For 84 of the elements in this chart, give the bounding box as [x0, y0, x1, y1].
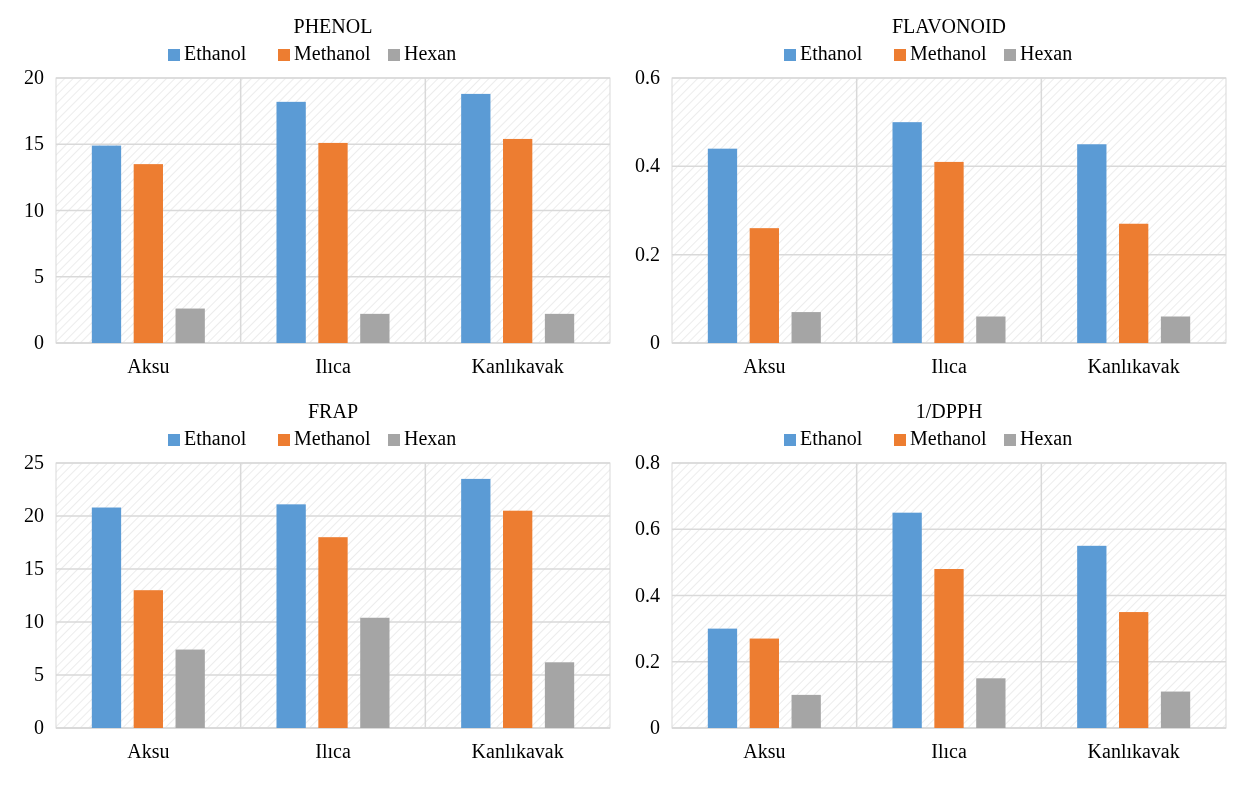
- y-tick-label: 0.8: [635, 451, 660, 473]
- y-tick-label: 20: [24, 66, 44, 88]
- legend-label: Hexan: [404, 42, 457, 64]
- bar: [749, 638, 779, 728]
- y-tick-label: 15: [24, 557, 44, 579]
- y-tick-label: 0.4: [635, 583, 660, 606]
- bar: [707, 628, 738, 728]
- bar: [461, 93, 491, 343]
- y-tick-label: 0.2: [635, 649, 660, 672]
- y-tick-label: 0.2: [635, 242, 660, 265]
- legend-label: Methanol: [910, 42, 988, 64]
- bar: [934, 161, 964, 343]
- y-tick-label: 0: [34, 331, 44, 353]
- bar: [1077, 144, 1107, 343]
- legend-label: Ethanol: [800, 42, 863, 64]
- y-tick-label: 0: [650, 716, 660, 738]
- x-tick-label: Ilıca: [315, 355, 351, 377]
- bar: [91, 507, 122, 728]
- bar: [976, 316, 1006, 343]
- legend-label: Methanol: [294, 427, 372, 449]
- chart-title: PHENOL: [293, 15, 373, 37]
- legend-label: Hexan: [1020, 427, 1073, 449]
- chart-title: FRAP: [307, 400, 359, 422]
- bar: [749, 228, 779, 343]
- x-tick-label: Aksu: [127, 740, 170, 762]
- bar: [175, 308, 205, 343]
- bar: [544, 313, 575, 343]
- bar: [544, 662, 575, 728]
- bar: [1160, 316, 1191, 343]
- x-tick-label: Aksu: [743, 740, 786, 762]
- bar: [934, 569, 964, 728]
- x-tick-label: Ilıca: [931, 740, 967, 762]
- bar: [360, 313, 390, 343]
- bar: [791, 694, 821, 728]
- bar: [360, 617, 390, 728]
- bar: [791, 312, 821, 343]
- bar: [1077, 545, 1107, 728]
- x-tick-label: Kanlıkavak: [1087, 355, 1180, 377]
- legend-label: Hexan: [1020, 42, 1073, 64]
- bar: [503, 138, 533, 343]
- bar: [276, 504, 306, 728]
- y-tick-label: 5: [34, 264, 44, 287]
- bar: [133, 590, 163, 728]
- y-tick-label: 0: [650, 331, 660, 353]
- legend-label: Methanol: [294, 42, 372, 64]
- bar: [892, 122, 922, 343]
- chart-title: FLAVONOID: [891, 15, 1007, 37]
- x-tick-label: Aksu: [127, 355, 170, 377]
- y-tick-label: 10: [24, 610, 44, 632]
- legend-label: Ethanol: [800, 427, 863, 449]
- y-tick-label: 15: [24, 132, 44, 155]
- y-tick-label: 5: [34, 663, 44, 685]
- bar: [976, 678, 1006, 728]
- y-tick-label: 0: [34, 716, 44, 738]
- bar: [91, 145, 122, 343]
- x-tick-label: Kanlıkavak: [471, 355, 564, 377]
- bar: [892, 512, 922, 728]
- bar: [1119, 612, 1149, 728]
- x-tick-label: Ilıca: [315, 740, 351, 762]
- bar: [276, 101, 306, 343]
- legend-label: Methanol: [910, 427, 988, 449]
- x-tick-label: Kanlıkavak: [1087, 740, 1180, 762]
- bar: [1119, 223, 1149, 343]
- bar: [461, 478, 491, 728]
- bar: [1160, 691, 1191, 728]
- y-tick-label: 10: [24, 198, 44, 221]
- x-tick-label: Ilıca: [931, 355, 967, 377]
- legend-label: Ethanol: [184, 427, 247, 449]
- y-tick-label: 0.6: [635, 66, 660, 88]
- y-tick-label: 20: [24, 504, 44, 526]
- bar: [318, 142, 348, 343]
- bar: [133, 164, 163, 343]
- chart-title: 1/DPPH: [915, 400, 983, 422]
- y-tick-label: 0.6: [635, 517, 660, 540]
- y-tick-label: 0.4: [635, 154, 660, 177]
- x-tick-label: Kanlıkavak: [471, 740, 564, 762]
- legend-label: Ethanol: [184, 42, 247, 64]
- y-tick-label: 25: [24, 451, 44, 473]
- x-tick-label: Aksu: [743, 355, 786, 377]
- bar: [707, 148, 738, 343]
- legend-label: Hexan: [404, 427, 457, 449]
- bar: [503, 510, 533, 728]
- bar: [318, 537, 348, 728]
- bar: [175, 649, 205, 728]
